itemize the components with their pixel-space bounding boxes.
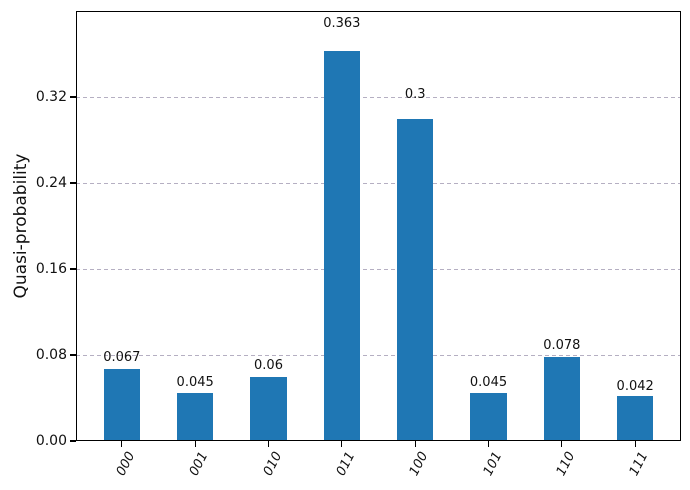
y-gridline bbox=[76, 97, 681, 98]
bar bbox=[543, 357, 581, 441]
y-tick-label: 0.16 bbox=[35, 260, 67, 277]
plot-area bbox=[76, 11, 681, 441]
bar bbox=[250, 376, 287, 441]
bar-value-label: 0.067 bbox=[103, 350, 141, 366]
bar-value-label: 0.042 bbox=[616, 378, 654, 394]
bar bbox=[323, 50, 361, 441]
bar-value-label: 0.363 bbox=[323, 16, 361, 32]
y-axis-label: Quasi-probability bbox=[11, 153, 31, 299]
x-tick-label: 010 bbox=[260, 449, 285, 479]
x-tick-label: 001 bbox=[187, 449, 212, 479]
bar-value-label: 0.078 bbox=[543, 337, 581, 353]
y-tick-label: 0.00 bbox=[35, 432, 67, 449]
bar-value-label: 0.045 bbox=[176, 375, 214, 391]
y-tick bbox=[70, 96, 76, 98]
y-tick-label: 0.32 bbox=[35, 88, 67, 105]
bar bbox=[103, 368, 141, 441]
x-tick bbox=[267, 441, 270, 447]
bar bbox=[470, 392, 507, 441]
x-tick bbox=[121, 441, 123, 447]
x-tick bbox=[194, 441, 196, 447]
bar bbox=[616, 395, 654, 441]
bar bbox=[396, 118, 434, 441]
y-gridline bbox=[76, 355, 681, 356]
y-tick bbox=[70, 440, 76, 442]
y-tick-label: 0.24 bbox=[35, 174, 67, 191]
x-tick bbox=[487, 441, 490, 447]
y-tick bbox=[70, 268, 76, 270]
x-tick-label: 110 bbox=[553, 449, 579, 479]
x-tick-label: 100 bbox=[407, 449, 432, 479]
y-tick bbox=[70, 354, 76, 356]
bar-value-label: 0.045 bbox=[469, 375, 508, 391]
y-gridline bbox=[76, 183, 681, 184]
bar-value-label: 0.06 bbox=[254, 358, 283, 374]
y-gridline bbox=[76, 269, 681, 270]
x-tick-label: 000 bbox=[113, 449, 139, 479]
x-tick-label: 101 bbox=[480, 449, 505, 479]
x-tick-label: 111 bbox=[627, 449, 652, 479]
bar bbox=[176, 392, 214, 441]
x-tick bbox=[634, 441, 636, 447]
x-tick bbox=[341, 441, 343, 447]
x-tick bbox=[414, 441, 416, 447]
bar-value-label: 0.3 bbox=[404, 87, 426, 103]
x-tick-label: 011 bbox=[333, 449, 359, 479]
y-tick-label: 0.08 bbox=[35, 346, 67, 363]
y-tick bbox=[70, 182, 76, 184]
x-tick bbox=[561, 441, 563, 447]
